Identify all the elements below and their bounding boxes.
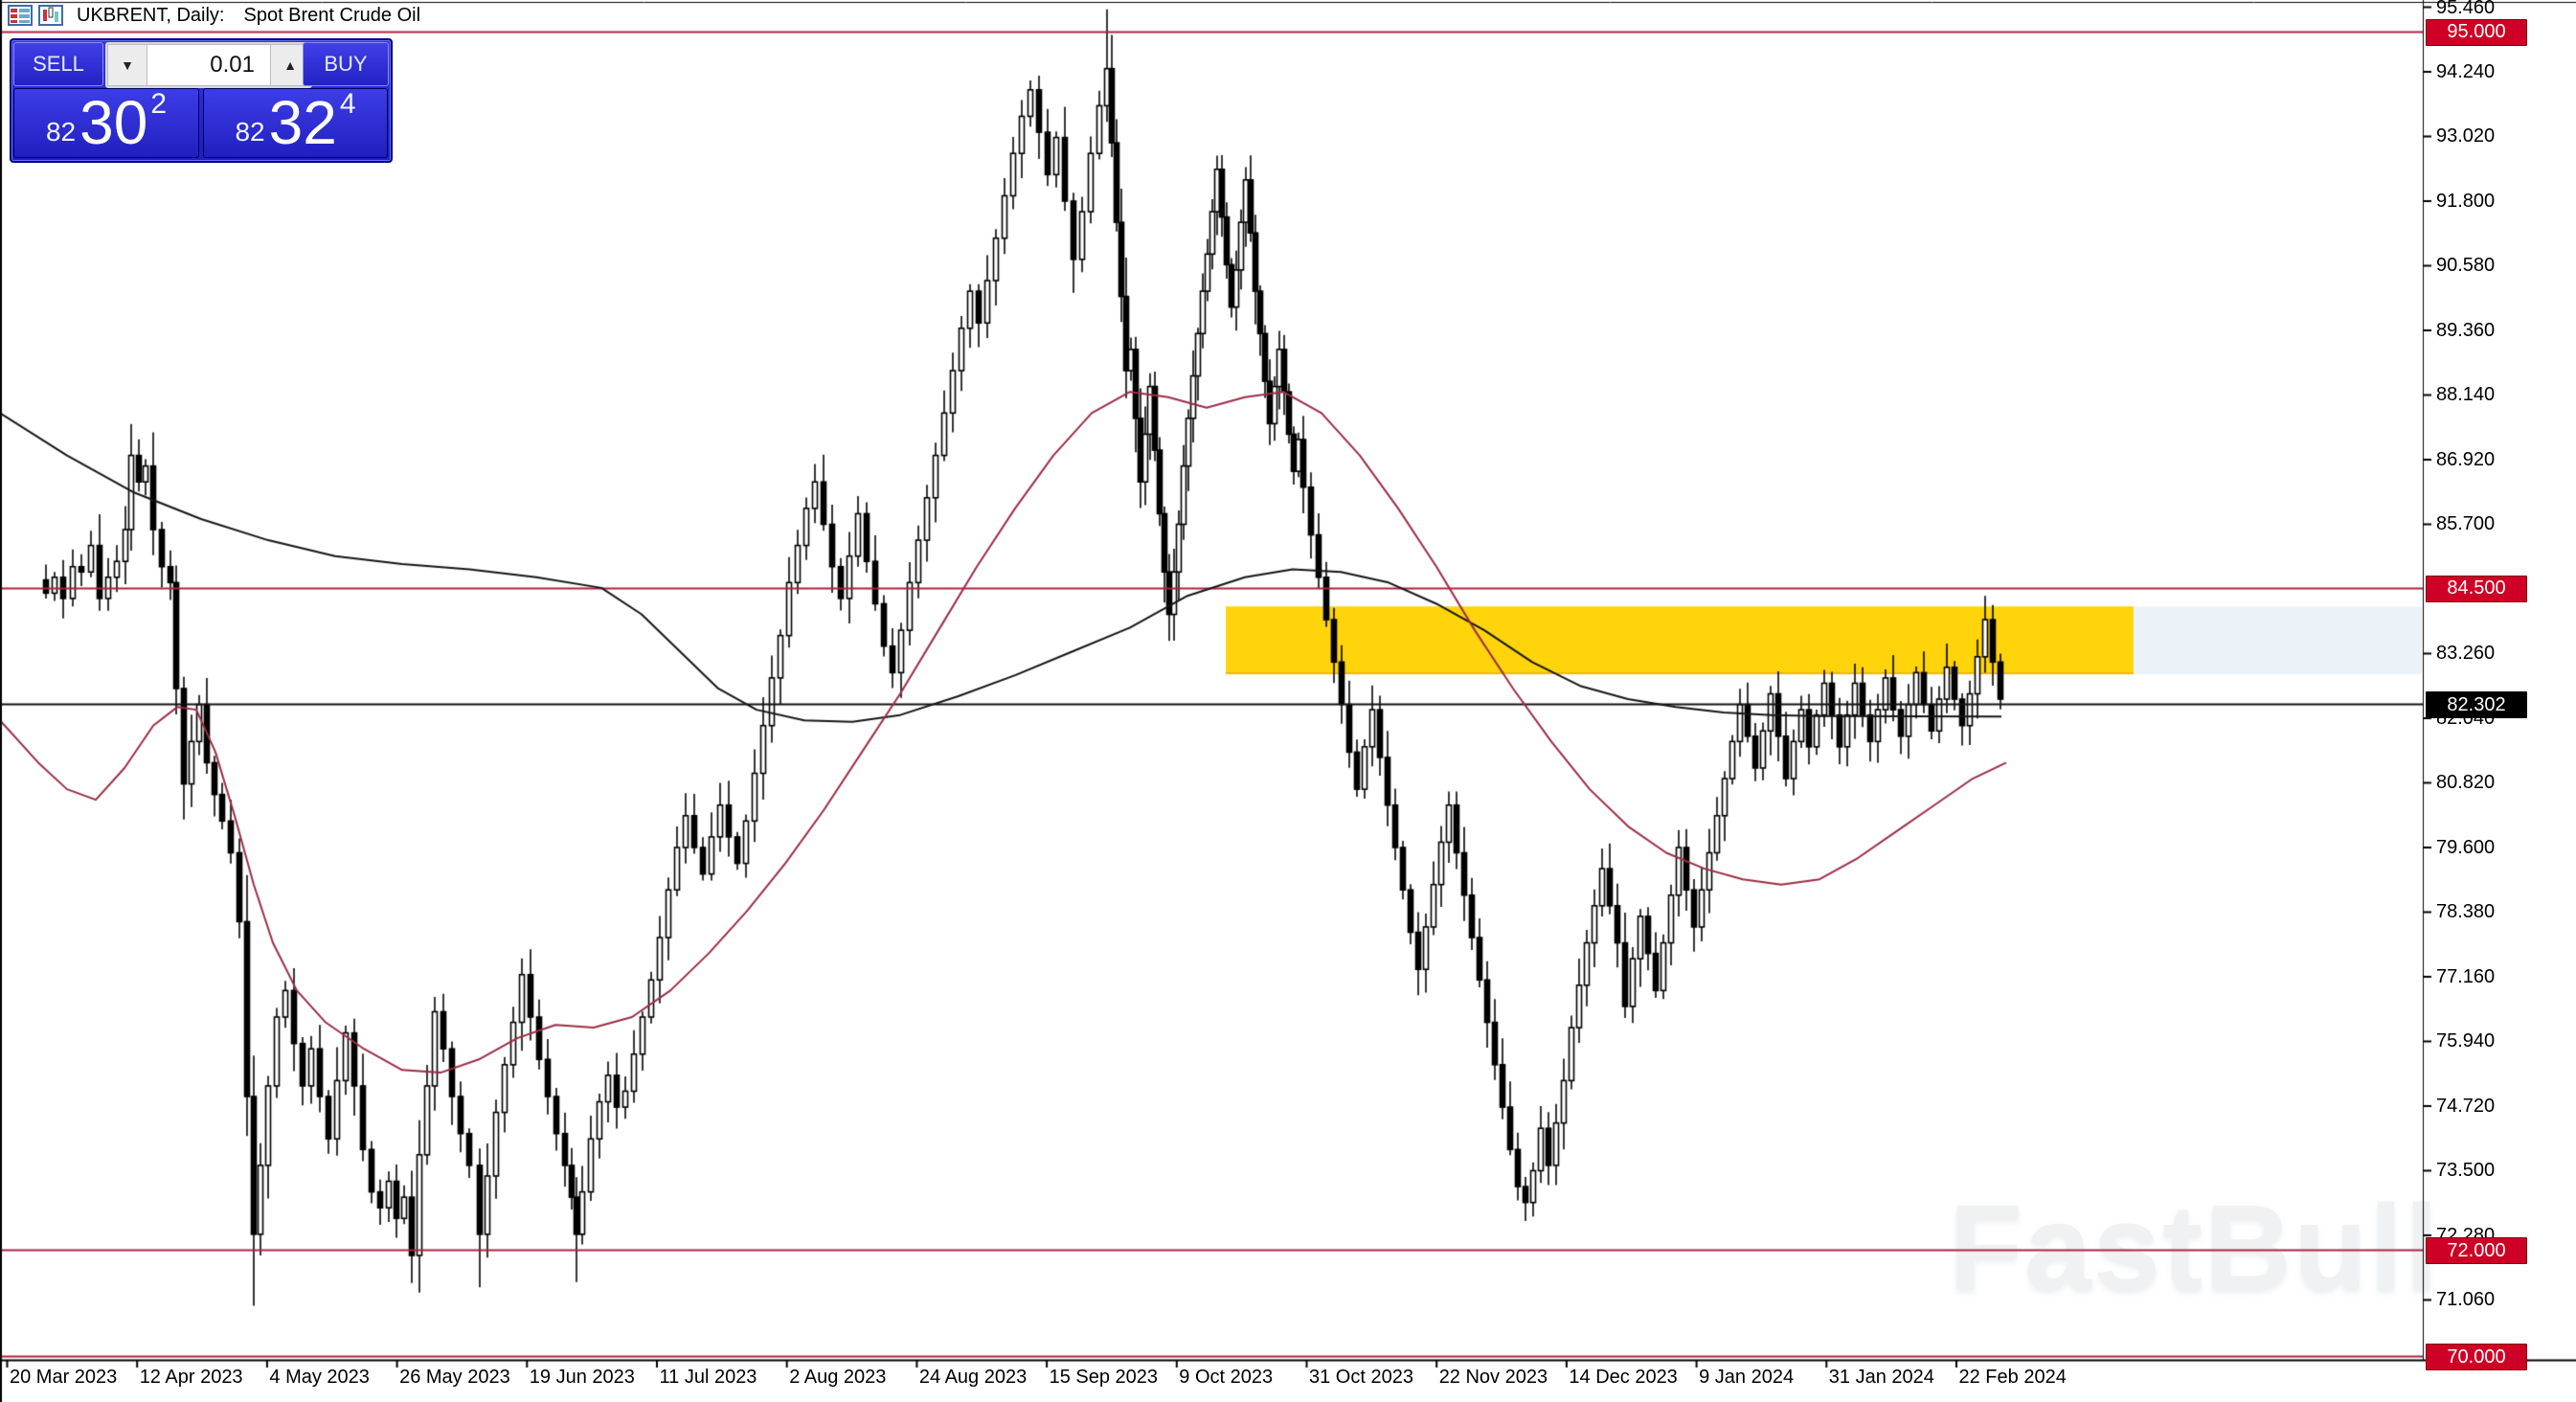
- date-tick-label: 2 Aug 2023: [789, 1367, 887, 1388]
- price-tick-label: 75.940: [2436, 1030, 2496, 1052]
- buy-price-point: 4: [339, 88, 356, 120]
- date-tick-label: 31 Oct 2023: [1309, 1367, 1413, 1388]
- volume-input[interactable]: 0.01: [147, 44, 270, 86]
- price-level-badge: 95.000: [2426, 18, 2527, 46]
- date-tick-label: 24 Aug 2023: [918, 1367, 1028, 1388]
- date-tick-label: 12 Apr 2023: [139, 1367, 243, 1388]
- one-click-trading-panel: SELL ▼ 0.01 ▲ BUY 82 30 2 82 32 4: [10, 38, 393, 163]
- price-tick-label: 80.820: [2436, 772, 2496, 794]
- price-tick-label: 73.500: [2436, 1160, 2496, 1182]
- buy-price-whole: 82: [235, 117, 265, 147]
- candle-chart-icon[interactable]: [38, 5, 63, 26]
- price-tick-label: 83.260: [2436, 643, 2496, 665]
- sell-price-whole: 82: [45, 117, 77, 147]
- date-tick-label: 26 May 2023: [399, 1367, 510, 1388]
- date-tick-label: 11 Jul 2023: [659, 1367, 757, 1388]
- sell-button[interactable]: SELL: [13, 42, 103, 86]
- symbol-description: Spot Brent Crude Oil: [243, 4, 421, 26]
- price-tick-label: 79.600: [2436, 836, 2496, 858]
- price-tick-label: 85.700: [2436, 513, 2496, 535]
- sell-price-button[interactable]: 82 30 2: [13, 88, 199, 158]
- date-tick-label: 19 Jun 2023: [529, 1367, 635, 1388]
- price-level-badge: 72.000: [2426, 1237, 2527, 1265]
- symbol-title: UKBRENT, Daily:: [77, 4, 225, 26]
- price-tick-label: 78.380: [2436, 901, 2496, 923]
- sell-price-point: 2: [150, 88, 168, 120]
- sell-price-pips: 30: [79, 88, 148, 158]
- buy-price-pips: 32: [268, 88, 337, 158]
- volume-stepper: ▼ 0.01 ▲: [105, 42, 312, 88]
- price-level-badge: 84.500: [2426, 575, 2527, 602]
- date-tick-label: 15 Sep 2023: [1049, 1367, 1159, 1388]
- trade-panel-top-row: SELL ▼ 0.01 ▲ BUY: [11, 40, 391, 88]
- date-tick-label: 9 Jan 2024: [1699, 1367, 1795, 1388]
- price-tick-label: 86.920: [2436, 448, 2496, 470]
- price-tick-label: 88.140: [2436, 384, 2496, 406]
- date-tick-label: 20 Mar 2023: [10, 1367, 118, 1388]
- buy-price-button[interactable]: 82 32 4: [203, 88, 388, 158]
- date-tick-label: 4 May 2023: [269, 1367, 370, 1388]
- date-tick-label: 22 Feb 2024: [1958, 1367, 2067, 1388]
- price-tick-label: 71.060: [2436, 1289, 2496, 1311]
- quotes-table-icon[interactable]: [8, 5, 33, 26]
- price-tick-label: 90.580: [2436, 255, 2496, 277]
- date-tick-label: 31 Jan 2024: [1828, 1367, 1934, 1388]
- price-tick-label: 95.460: [2436, 0, 2496, 18]
- price-tick-label: 94.240: [2436, 61, 2496, 82]
- buy-button[interactable]: BUY: [303, 42, 389, 86]
- price-tick-label: 93.020: [2436, 125, 2496, 147]
- price-level-badge: 70.000: [2426, 1344, 2527, 1371]
- price-level-badge: 82.302: [2426, 691, 2527, 719]
- price-tick-label: 91.800: [2436, 190, 2496, 212]
- price-tick-label: 77.160: [2436, 965, 2496, 987]
- volume-decrease-button[interactable]: ▼: [107, 44, 147, 86]
- date-tick-label: 14 Dec 2023: [1569, 1367, 1678, 1388]
- price-tick-label: 74.720: [2436, 1095, 2496, 1117]
- chart-header: UKBRENT, Daily: Spot Brent Crude Oil: [8, 3, 420, 28]
- date-tick-label: 9 Oct 2023: [1179, 1367, 1274, 1388]
- price-tick-label: 89.360: [2436, 319, 2496, 341]
- date-tick-label: 22 Nov 2023: [1438, 1367, 1548, 1388]
